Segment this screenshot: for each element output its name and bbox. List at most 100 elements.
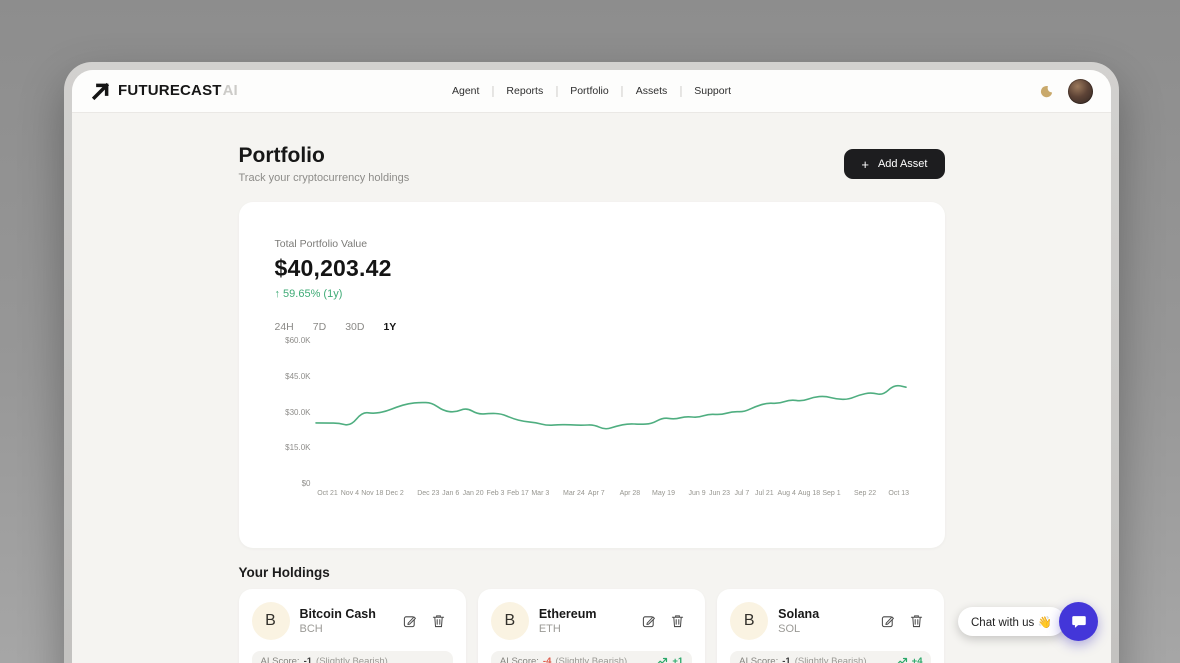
delete-asset-button[interactable]: [671, 614, 684, 628]
x-axis-tick: Nov 18: [361, 490, 384, 497]
edit-asset-button[interactable]: [642, 614, 656, 628]
asset-name: Bitcoin Cash: [299, 607, 376, 621]
value-change: ↑ 59.65% (1y): [274, 288, 343, 300]
asset-badge: B: [490, 602, 529, 640]
x-axis-tick: Jul 7: [734, 490, 750, 497]
x-axis-tick: Jan 6: [442, 490, 460, 497]
trash-icon: [911, 615, 923, 628]
trash-icon: [672, 615, 684, 628]
ai-score-label: AI Score:: [260, 656, 300, 663]
x-axis-tick: May 19: [652, 490, 675, 497]
asset-name: Solana: [778, 607, 820, 621]
total-value-label: Total Portfolio Value: [274, 238, 368, 250]
edit-asset-button[interactable]: [403, 614, 417, 628]
ai-score-value: -1: [303, 656, 313, 663]
y-axis-tick: $45.0K: [285, 371, 311, 381]
chat-label-pill[interactable]: Chat with us 👋: [958, 607, 1065, 636]
chat-button[interactable]: [1059, 602, 1098, 641]
total-value: $40,203.42: [274, 255, 392, 281]
nav-item-assets[interactable]: Assets: [635, 85, 668, 97]
nav-separator: [680, 85, 682, 97]
app-header: FUTURECASTAI Agent Reports Portfolio Assets…: [72, 70, 1111, 113]
ai-score-value: -4: [542, 656, 552, 663]
ai-score-value: -1: [782, 656, 791, 663]
trend: +1: [656, 656, 683, 663]
x-axis-tick: Feb 3: [486, 490, 505, 497]
asset-symbol: ETH: [538, 623, 561, 635]
x-axis-tick: Dec 23: [417, 490, 440, 497]
page-title: Portfolio: [238, 144, 325, 167]
nav-separator: [556, 85, 558, 97]
range-tab-7d[interactable]: 7D: [312, 321, 327, 333]
range-tabs: 24H 7D 30D 1Y: [275, 321, 905, 333]
x-axis-tick: Jul 21: [754, 490, 774, 497]
x-axis-tick: Aug 18: [798, 490, 821, 497]
trend-value: +4: [911, 656, 923, 663]
range-tab-1y[interactable]: 1Y: [383, 321, 397, 333]
theme-toggle[interactable]: [1039, 84, 1054, 99]
brand-name: FUTURECAST: [118, 82, 222, 99]
x-axis-tick: Mar 3: [531, 490, 550, 497]
ai-score-sentiment: (Slightly Bearish): [316, 656, 388, 663]
x-axis-tick: Sep 22: [854, 490, 877, 497]
range-tab-24h[interactable]: 24H: [274, 321, 294, 333]
line-chart-svg: [314, 384, 907, 430]
nav-separator: [492, 85, 494, 97]
delete-asset-button[interactable]: [432, 614, 445, 628]
trend: +4: [896, 656, 923, 663]
plus-icon: +: [861, 156, 869, 172]
main-nav: Agent Reports Portfolio Assets Support: [452, 85, 731, 97]
y-axis-tick: $30.0K: [285, 407, 311, 417]
portfolio-chart: $60.0K $45.0K $30.0K $15.0K $0 Oct 21 Nov 4 No…: [275, 336, 909, 515]
moon-icon: [1040, 85, 1053, 97]
asset-badge: B: [251, 602, 290, 640]
ai-score-label: AI Score:: [499, 656, 539, 663]
delete-asset-button[interactable]: [910, 614, 923, 628]
portfolio-value-card: Total Portfolio Value $40,203.42 ↑ 59.65…: [238, 202, 945, 548]
chart-plot-area: [314, 340, 907, 483]
chat-label: Chat with us 👋: [971, 616, 1052, 629]
ai-score-sentiment: (Slightly Bearish): [555, 656, 628, 663]
asset-symbol: SOL: [778, 623, 801, 635]
user-avatar[interactable]: [1068, 78, 1093, 104]
nav-item-reports[interactable]: Reports: [506, 85, 544, 97]
x-axis-tick: Jan 20: [462, 490, 484, 497]
asset-badge: B: [730, 602, 769, 640]
holding-card: B Bitcoin Cash BCH: [238, 589, 466, 663]
brand-suffix: AI: [222, 82, 238, 99]
holding-card: B Ethereum ETH: [477, 589, 706, 663]
portfolio-line: [314, 384, 907, 430]
asset-symbol: BCH: [299, 623, 323, 635]
nav-item-support[interactable]: Support: [694, 85, 732, 97]
x-axis-tick: Jun 23: [708, 490, 731, 497]
y-axis-tick: $15.0K: [285, 443, 311, 453]
nav-item-agent[interactable]: Agent: [451, 85, 480, 97]
edit-icon: [643, 616, 656, 628]
asset-name: Ethereum: [538, 607, 597, 621]
logo-arrow-icon: [91, 82, 110, 100]
add-asset-label: Add Asset: [877, 158, 928, 170]
holdings-grid: B Bitcoin Cash BCH: [238, 589, 945, 663]
x-axis-tick: Nov 4: [340, 490, 360, 497]
ai-score-row: AI Score: -4 (Slightly Bearish) +1: [490, 651, 693, 663]
ai-score-sentiment: (Slightly Bearish): [794, 656, 867, 663]
x-axis-tick: Dec 2: [385, 490, 404, 497]
nav-item-portfolio[interactable]: Portfolio: [570, 85, 609, 97]
holdings-title: Your Holdings: [238, 565, 330, 580]
x-axis-tick: Oct 13: [888, 490, 909, 497]
edit-icon: [882, 616, 895, 628]
edit-icon: [403, 616, 416, 628]
y-axis-tick: $0: [301, 479, 311, 488]
x-axis-tick: Apr 7: [587, 490, 605, 497]
brand-logo[interactable]: FUTURECASTAI: [90, 81, 238, 102]
y-axis-labels: $60.0K $45.0K $30.0K $15.0K $0: [275, 336, 311, 488]
trend-up-icon: [897, 657, 907, 663]
range-tab-30d[interactable]: 30D: [345, 321, 365, 333]
x-axis-tick: Apr 28: [619, 490, 641, 497]
x-axis-tick: Jun 9: [688, 490, 706, 497]
trash-icon: [432, 615, 444, 628]
x-axis-tick: Aug 4: [777, 490, 796, 497]
add-asset-button[interactable]: + Add Asset: [844, 149, 945, 179]
edit-asset-button[interactable]: [881, 614, 895, 628]
x-axis-tick: Feb 17: [506, 490, 529, 497]
